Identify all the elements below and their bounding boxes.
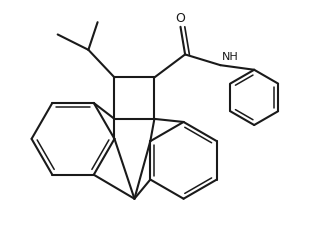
Text: NH: NH (222, 52, 239, 62)
Text: O: O (176, 12, 185, 25)
